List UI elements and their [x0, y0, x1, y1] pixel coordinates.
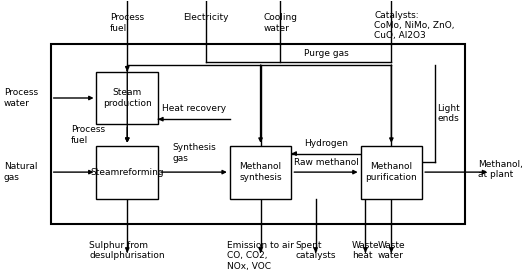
- Text: Hydrogen: Hydrogen: [304, 139, 348, 148]
- Bar: [96, 146, 158, 199]
- Text: Spent
catalysts: Spent catalysts: [295, 241, 336, 260]
- Text: Methanol
synthesis: Methanol synthesis: [239, 162, 282, 182]
- Text: Catalysts:
CoMo, NiMo, ZnO,
CuO, Al2O3: Catalysts: CoMo, NiMo, ZnO, CuO, Al2O3: [374, 11, 455, 40]
- Text: Methanol
purification: Methanol purification: [366, 162, 417, 182]
- Text: Heat recovery: Heat recovery: [162, 104, 226, 112]
- Text: Synthesis
gas: Synthesis gas: [172, 143, 216, 163]
- Text: Purge gas: Purge gas: [304, 49, 348, 58]
- Text: Process
fuel: Process fuel: [110, 13, 144, 33]
- Text: Methanol,
at plant: Methanol, at plant: [478, 160, 523, 179]
- Bar: [360, 146, 422, 199]
- Text: Process
fuel: Process fuel: [71, 125, 105, 145]
- Bar: [230, 146, 291, 199]
- Text: Steamreforming: Steamreforming: [91, 168, 164, 177]
- Text: Cooling
water: Cooling water: [264, 13, 297, 33]
- Bar: [51, 44, 465, 224]
- Text: Emission to air
CO, CO2,
NOx, VOC: Emission to air CO, CO2, NOx, VOC: [227, 241, 294, 271]
- Text: Sulphur from
desulphurisation: Sulphur from desulphurisation: [90, 241, 165, 260]
- Text: Steam
production: Steam production: [103, 88, 152, 108]
- Text: Waste
heat: Waste heat: [352, 241, 379, 260]
- Text: Waste
water: Waste water: [377, 241, 405, 260]
- Text: Process
water: Process water: [4, 88, 38, 108]
- Text: Electricity: Electricity: [183, 13, 229, 22]
- Text: Natural
gas: Natural gas: [4, 162, 37, 182]
- Bar: [96, 71, 158, 124]
- Text: Light
ends: Light ends: [437, 104, 460, 123]
- Text: Raw methanol: Raw methanol: [294, 158, 358, 167]
